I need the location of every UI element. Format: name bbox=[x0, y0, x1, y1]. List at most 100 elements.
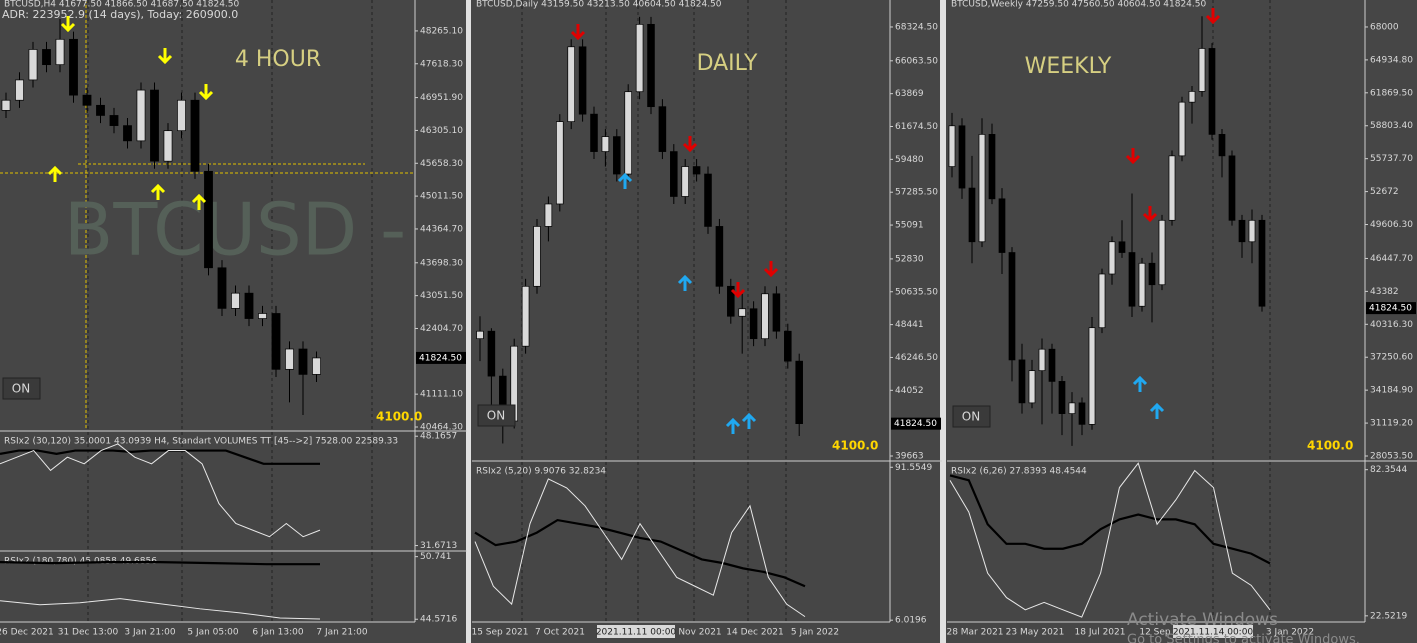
crosshair-label-bg bbox=[1173, 625, 1253, 638]
y-tick-label: 48.1657 bbox=[420, 432, 457, 442]
candle-body bbox=[1088, 327, 1096, 425]
candle-body bbox=[42, 49, 51, 66]
y-tick-label: 55091 bbox=[895, 221, 924, 231]
candle-body bbox=[749, 308, 758, 340]
candle-body bbox=[285, 348, 294, 370]
y-tick-label: 46951.90 bbox=[420, 93, 463, 103]
y-tick-label: 61674.50 bbox=[895, 122, 938, 132]
y-tick-label: 68324.50 bbox=[895, 22, 938, 32]
price-tag bbox=[1366, 302, 1416, 315]
x-tick-label: 5 Jan 05:00 bbox=[187, 628, 239, 638]
y-tick-label: 22.5219 bbox=[1370, 611, 1407, 621]
y-tick-label: 31119.20 bbox=[1370, 419, 1413, 429]
candle-body bbox=[761, 293, 769, 340]
candle-body bbox=[948, 125, 956, 167]
y-tick-label: 52830 bbox=[895, 254, 924, 264]
level-label: 4100.0 bbox=[832, 439, 878, 453]
signal-arrow bbox=[763, 261, 779, 278]
x-tick-label: 7 Oct 2021 bbox=[535, 628, 585, 638]
y-tick-label: 40464.30 bbox=[420, 422, 463, 432]
y-tick-label: 50635.50 bbox=[895, 287, 938, 297]
candle-body bbox=[1248, 219, 1256, 243]
panel-separator bbox=[466, 0, 471, 643]
on-button-label: ON bbox=[487, 409, 505, 423]
y-tick-label: 42404.70 bbox=[420, 324, 463, 334]
candle-body bbox=[1258, 219, 1266, 307]
candle-body bbox=[738, 308, 746, 317]
candle-body bbox=[658, 106, 667, 152]
y-tick-label: 6.0196 bbox=[895, 616, 927, 626]
y-tick-label: 31.6713 bbox=[420, 541, 457, 551]
watermark-text: Go to Settings to activate Windows. bbox=[1127, 633, 1360, 643]
candle-body bbox=[1138, 262, 1146, 307]
candle-body bbox=[772, 293, 781, 332]
y-tick-label: 44052 bbox=[895, 386, 924, 396]
signal-arrow bbox=[741, 412, 757, 429]
y-tick-label: 44364.70 bbox=[420, 224, 463, 234]
indicator-line bbox=[0, 598, 321, 620]
candle-body bbox=[647, 23, 655, 108]
signal-arrow bbox=[1142, 206, 1158, 223]
candle-body bbox=[1238, 219, 1246, 243]
signal-arrow bbox=[730, 282, 746, 299]
signal-arrow bbox=[1132, 375, 1148, 392]
y-tick-label: 46447.70 bbox=[1370, 254, 1413, 264]
candle-body bbox=[1108, 241, 1116, 275]
price-tag-label: 41824.50 bbox=[894, 419, 937, 429]
candle-body bbox=[1188, 91, 1196, 103]
x-tick-label: 3 Jan 21:00 bbox=[124, 628, 176, 638]
candle-body bbox=[795, 360, 803, 424]
candle-body bbox=[69, 38, 78, 96]
y-tick-label: 91.5549 bbox=[895, 463, 932, 473]
candle-body bbox=[715, 226, 724, 287]
timeframe-label: 4 HOUR bbox=[235, 47, 321, 72]
signal-arrow bbox=[677, 274, 693, 291]
y-tick-label: 61869.50 bbox=[1370, 88, 1413, 98]
x-tick-label: 2021.11.14 00:00 bbox=[1173, 628, 1254, 638]
y-tick-label: 48441 bbox=[895, 320, 924, 330]
candle-body bbox=[1028, 370, 1036, 404]
candle-body bbox=[958, 125, 966, 189]
signal-arrow bbox=[725, 417, 741, 434]
candle-body bbox=[1048, 348, 1056, 382]
candle-body bbox=[1128, 252, 1136, 307]
candle-body bbox=[544, 203, 553, 227]
signal-arrow bbox=[570, 24, 586, 41]
y-tick-label: 58803.40 bbox=[1370, 121, 1413, 131]
signal-arrow bbox=[60, 16, 76, 33]
x-tick-label: 2021.11.11 00:00 bbox=[596, 628, 677, 638]
candle-body bbox=[567, 46, 575, 122]
candle-body bbox=[312, 357, 321, 375]
candle-body bbox=[204, 170, 213, 269]
y-tick-label: 63869 bbox=[895, 89, 924, 99]
candle-body bbox=[1208, 48, 1216, 135]
candle-body bbox=[521, 285, 530, 347]
on-button-label: ON bbox=[12, 382, 30, 396]
candle-body bbox=[15, 79, 24, 101]
y-tick-label: 46246.50 bbox=[895, 353, 938, 363]
candle-body bbox=[601, 136, 610, 152]
y-tick-label: 43051.50 bbox=[420, 291, 463, 301]
y-tick-label: 43382 bbox=[1370, 287, 1399, 297]
on-button[interactable] bbox=[952, 405, 991, 428]
candle-body bbox=[692, 166, 701, 175]
signal-arrow bbox=[47, 165, 63, 182]
candle-body bbox=[1228, 155, 1236, 221]
candle-body bbox=[1058, 381, 1066, 414]
candle-body bbox=[670, 151, 678, 197]
signal-arrow bbox=[617, 172, 633, 189]
candle-body bbox=[1118, 241, 1126, 253]
candle-body bbox=[231, 292, 240, 309]
candle-body bbox=[1078, 402, 1086, 425]
candle-body bbox=[590, 113, 598, 152]
panel-separator bbox=[940, 0, 946, 643]
candle-body bbox=[1168, 155, 1176, 221]
x-tick-label: 18 Jul 2021 bbox=[1075, 628, 1126, 638]
signal-arrows bbox=[47, 8, 1221, 434]
x-tick-label: 12 Sep bbox=[1139, 628, 1171, 638]
on-button[interactable] bbox=[2, 377, 41, 400]
on-button[interactable] bbox=[477, 404, 516, 427]
candle-body bbox=[1178, 101, 1186, 157]
candle-body bbox=[244, 292, 254, 319]
signal-arrow bbox=[1125, 148, 1141, 165]
